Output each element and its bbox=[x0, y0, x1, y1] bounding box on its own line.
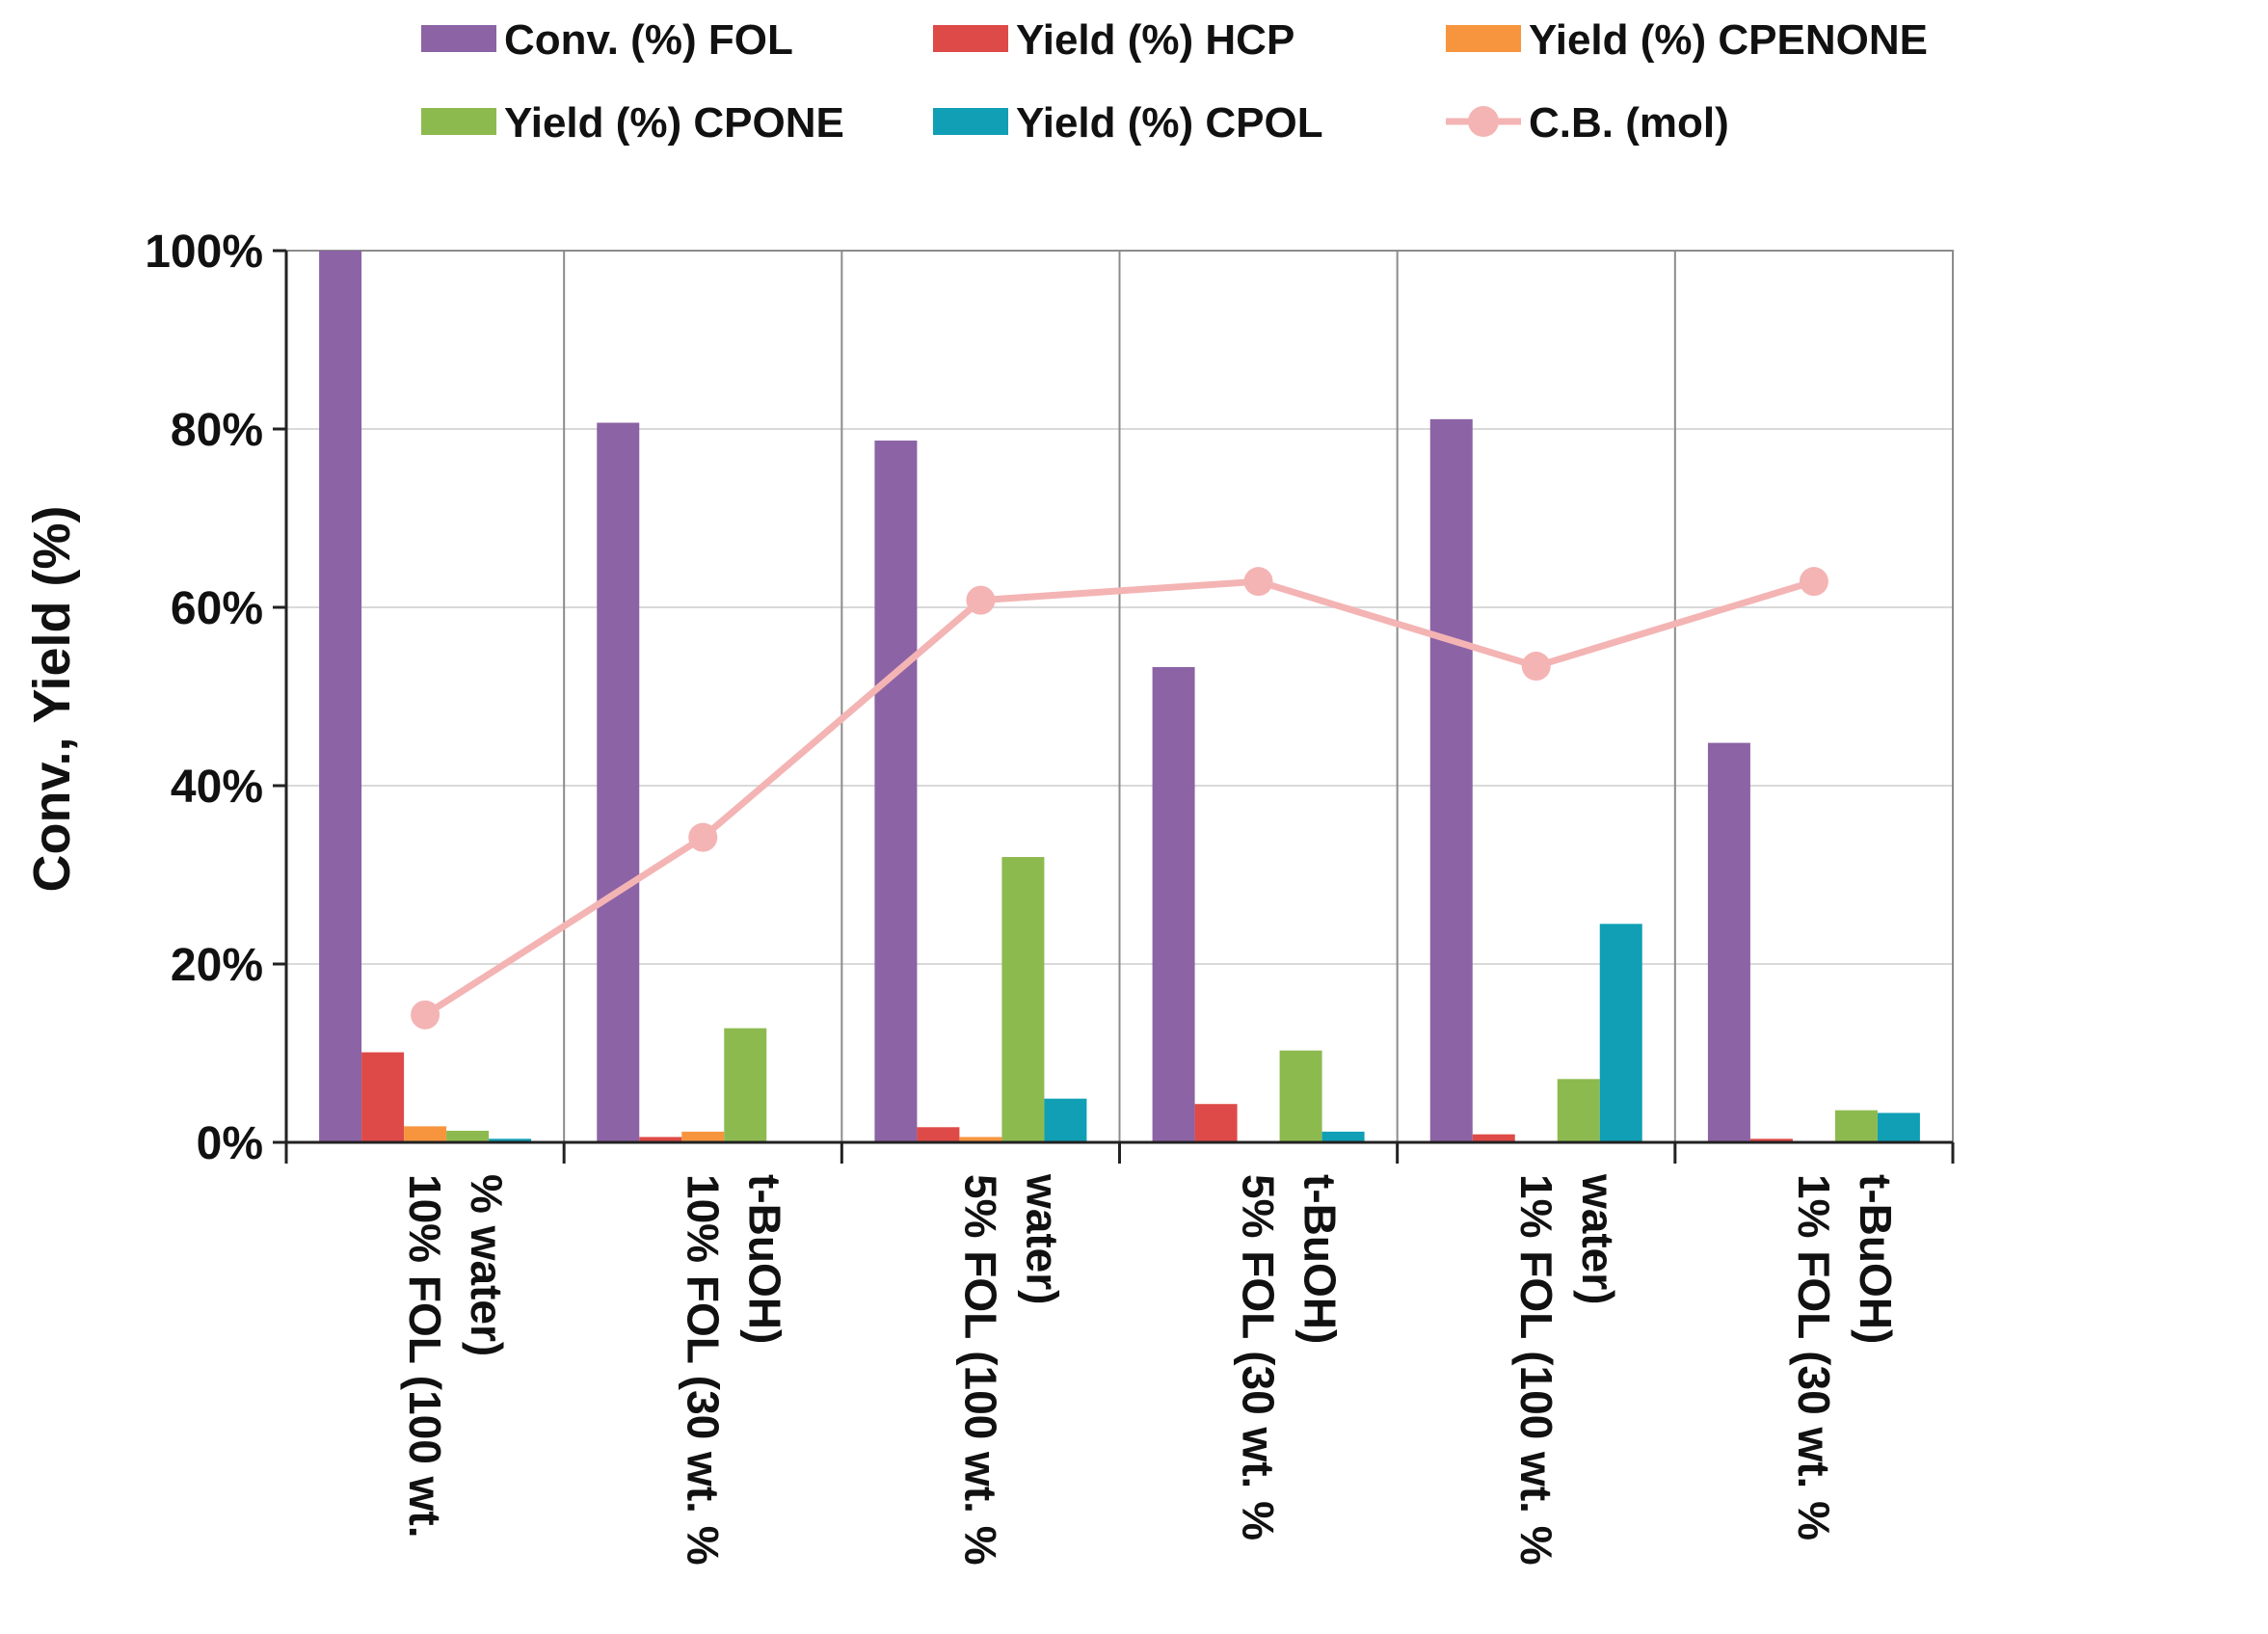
legend: Conv. (%) FOL Yield (%) HCP Yield (%) CPEN… bbox=[421, 16, 1928, 147]
bar-chart: Conv. (%) FOL Yield (%) HCP Yield (%) CPEN… bbox=[0, 0, 2268, 1634]
y-tick-label-3: 60% bbox=[171, 583, 263, 634]
bar-yield-cpenone-1 bbox=[681, 1132, 724, 1142]
category-label-3: 5% FOL (30 wt. % t-BuOH) bbox=[1234, 1174, 1346, 1540]
category-label-line: 5% FOL (30 wt. % bbox=[1234, 1174, 1284, 1540]
legend-label: Yield (%) CPOL bbox=[1016, 99, 1323, 147]
legend-item-0: Conv. (%) FOL bbox=[421, 16, 793, 64]
legend-label: Yield (%) HCP bbox=[1016, 16, 1294, 64]
bar-yield-cpol-4 bbox=[1600, 924, 1642, 1142]
bar-yield-cpone-4 bbox=[1558, 1079, 1600, 1142]
category-label-line: 10% FOL (30 wt. % bbox=[678, 1174, 728, 1566]
category-label-line: t-BuOH) bbox=[1851, 1174, 1901, 1344]
y-tick-label-2: 40% bbox=[171, 762, 263, 813]
category-label-line: 5% FOL (100 wt. % bbox=[955, 1174, 1005, 1566]
category-label-line: 1% FOL (100 wt. % bbox=[1511, 1174, 1561, 1566]
cb-marker-3 bbox=[1244, 567, 1273, 596]
bar-yield-hcp-3 bbox=[1195, 1104, 1238, 1142]
bar-yield-cpone-0 bbox=[446, 1131, 489, 1142]
category-label-line: t-BuOH) bbox=[739, 1174, 789, 1344]
bar-yield-cpone-2 bbox=[1001, 857, 1044, 1142]
bar-yield-cpone-1 bbox=[724, 1029, 766, 1142]
bar-yield-cpone-3 bbox=[1280, 1051, 1322, 1142]
bar-yield-cpol-5 bbox=[1878, 1112, 1920, 1142]
bar-yield-cpone-5 bbox=[1835, 1111, 1878, 1142]
legend-item-5: C.B. (mol) bbox=[1446, 99, 1729, 147]
cb-marker-0 bbox=[411, 1001, 440, 1030]
category-label-line: water) bbox=[1573, 1173, 1623, 1304]
legend-item-3: Yield (%) CPONE bbox=[421, 99, 844, 147]
bar-yield-cpol-2 bbox=[1044, 1099, 1086, 1142]
bar-conv-fol-3 bbox=[1153, 667, 1195, 1142]
legend-item-2: Yield (%) CPENONE bbox=[1446, 16, 1928, 64]
cb-marker-4 bbox=[1522, 652, 1551, 681]
legend-label: Conv. (%) FOL bbox=[504, 16, 793, 64]
bar-yield-hcp-2 bbox=[917, 1127, 959, 1142]
legend-marker-swatch bbox=[1468, 106, 1499, 137]
y-tick-label-4: 80% bbox=[171, 405, 263, 456]
category-label-line: 10% FOL (100 wt. bbox=[400, 1174, 450, 1539]
axes bbox=[273, 251, 1953, 1164]
bar-conv-fol-1 bbox=[597, 423, 639, 1142]
legend-swatch bbox=[933, 108, 1008, 135]
category-label-2: 5% FOL (100 wt. % water) bbox=[955, 1173, 1067, 1566]
legend-swatch bbox=[1446, 25, 1521, 52]
cb-marker-5 bbox=[1800, 567, 1828, 596]
y-axis-label: Conv., Yield (%) bbox=[23, 505, 81, 892]
cb-marker-1 bbox=[688, 823, 717, 852]
category-label-5: 1% FOL (30 wt. % t-BuOH) bbox=[1789, 1174, 1901, 1540]
legend-swatch bbox=[421, 25, 496, 52]
gridlines bbox=[286, 251, 1953, 1142]
bar-yield-hcp-0 bbox=[361, 1053, 404, 1142]
legend-label: C.B. (mol) bbox=[1529, 99, 1729, 147]
y-tick-label-5: 100% bbox=[145, 227, 263, 278]
category-label-4: 1% FOL (100 wt. % water) bbox=[1511, 1173, 1623, 1566]
bar-yield-cpenone-0 bbox=[404, 1126, 446, 1142]
legend-item-1: Yield (%) HCP bbox=[933, 16, 1294, 64]
x-category-labels: 10% FOL (100 wt.% water) 10% FOL (30 wt. … bbox=[400, 1173, 1901, 1566]
category-label-line: % water) bbox=[462, 1174, 512, 1356]
category-label-1: 10% FOL (30 wt. % t-BuOH) bbox=[678, 1174, 789, 1566]
legend-item-4: Yield (%) CPOL bbox=[933, 99, 1323, 147]
legend-label: Yield (%) CPONE bbox=[504, 99, 844, 147]
category-label-line: 1% FOL (30 wt. % bbox=[1789, 1174, 1839, 1540]
y-tick-labels: 0% 20% 40% 60% 80% 100% bbox=[145, 227, 263, 1169]
bar-yield-cpol-3 bbox=[1322, 1132, 1365, 1142]
legend-swatch bbox=[421, 108, 496, 135]
legend-label: Yield (%) CPENONE bbox=[1529, 16, 1928, 64]
bar-conv-fol-2 bbox=[874, 441, 917, 1142]
category-label-0: 10% FOL (100 wt.% water) bbox=[400, 1174, 512, 1539]
y-tick-label-1: 20% bbox=[171, 940, 263, 991]
y-tick-label-0: 0% bbox=[197, 1118, 263, 1169]
bar-conv-fol-5 bbox=[1708, 743, 1750, 1142]
bar-conv-fol-0 bbox=[319, 251, 361, 1142]
legend-swatch bbox=[933, 25, 1008, 52]
category-label-line: water) bbox=[1017, 1173, 1067, 1304]
category-label-line: t-BuOH) bbox=[1295, 1174, 1346, 1344]
cb-marker-2 bbox=[966, 586, 995, 615]
bar-conv-fol-4 bbox=[1430, 419, 1473, 1142]
